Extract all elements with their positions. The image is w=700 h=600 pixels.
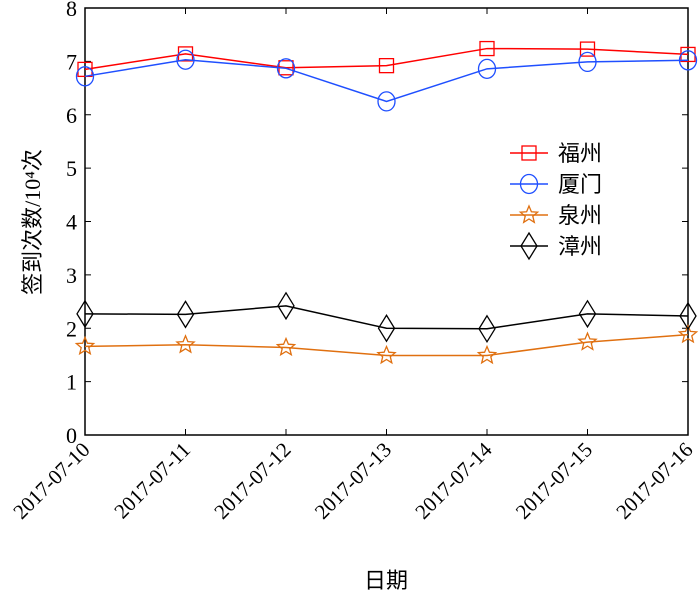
data-point-diamond xyxy=(478,314,496,344)
y-tick-label: 2 xyxy=(66,316,77,341)
data-point-star xyxy=(175,334,196,354)
y-tick-label: 7 xyxy=(66,49,77,74)
data-point-circle xyxy=(678,50,698,71)
legend-marker-diamond xyxy=(520,231,538,261)
data-point-diamond xyxy=(76,299,94,329)
legend-label: 福州 xyxy=(558,141,602,166)
legend-label: 泉州 xyxy=(558,203,602,228)
x-tick-label: 2017-07-16 xyxy=(611,438,697,524)
x-tick-label: 2017-07-11 xyxy=(109,438,195,524)
data-point-star xyxy=(74,335,96,356)
x-tick-label: 2017-07-14 xyxy=(410,437,497,524)
data-point-star xyxy=(275,336,297,357)
data-point-diamond xyxy=(277,291,295,321)
y-axis-label: 签到次数/10⁴次 xyxy=(20,149,45,295)
data-point-diamond xyxy=(377,314,396,343)
series-line-2 xyxy=(84,333,689,357)
legend-marker-square xyxy=(521,145,537,161)
data-point-square xyxy=(378,57,395,74)
x-tick-label: 2017-07-12 xyxy=(209,438,295,524)
y-tick-label: 6 xyxy=(66,103,77,128)
data-point-diamond xyxy=(679,301,697,331)
data-point-star xyxy=(577,331,598,351)
data-point-circle xyxy=(75,66,95,87)
y-tick-label: 4 xyxy=(66,210,77,235)
data-point-star xyxy=(677,324,699,344)
data-point-square xyxy=(77,61,93,78)
legend-marker-circle xyxy=(519,173,539,195)
data-point-circle xyxy=(578,51,597,73)
y-tick-label: 0 xyxy=(66,423,77,448)
data-point-circle xyxy=(477,58,497,79)
data-point-star xyxy=(376,344,397,365)
y-tick-label: 8 xyxy=(66,0,77,21)
data-point-circle xyxy=(276,58,296,79)
y-tick-label: 5 xyxy=(66,156,77,181)
legend-marker-star xyxy=(518,204,540,224)
data-point-square xyxy=(579,41,596,57)
data-point-diamond xyxy=(176,300,195,329)
data-point-circle xyxy=(176,49,195,70)
x-tick-label: 2017-07-10 xyxy=(8,438,94,524)
series-line-3 xyxy=(84,305,689,330)
data-point-star xyxy=(476,344,498,365)
series-line-1 xyxy=(84,59,689,103)
x-tick-label: 2017-07-15 xyxy=(511,438,597,524)
y-tick-label: 3 xyxy=(66,263,77,288)
legend-label: 厦门 xyxy=(558,172,602,197)
data-point-circle xyxy=(377,91,396,112)
y-tick-label: 1 xyxy=(66,370,77,395)
x-tick-label: 2017-07-13 xyxy=(310,438,396,524)
legend-label: 漳州 xyxy=(558,234,602,259)
data-point-diamond xyxy=(578,299,597,329)
series-line-0 xyxy=(84,47,689,71)
data-point-square xyxy=(479,40,495,57)
x-axis-label: 日期 xyxy=(364,568,408,593)
